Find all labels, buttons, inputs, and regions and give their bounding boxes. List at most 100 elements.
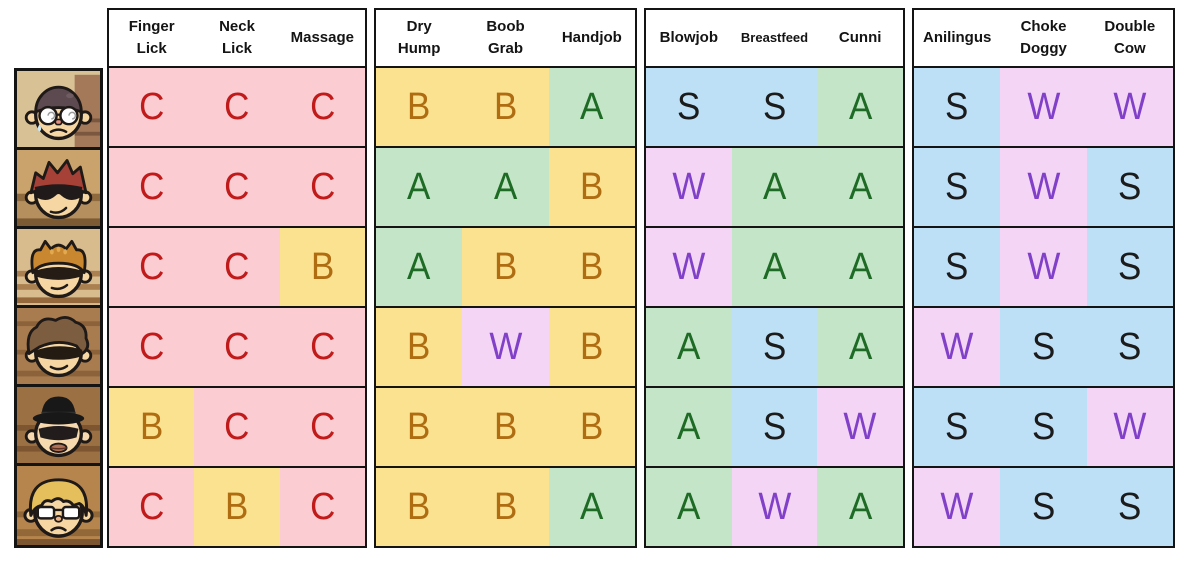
grade-value: B [580, 246, 604, 288]
grade-value: A [580, 86, 604, 128]
grade-cell: C [279, 308, 365, 386]
grade-value: C [309, 166, 335, 208]
grade-value: W [1026, 86, 1060, 128]
grade-value: A [407, 166, 431, 208]
grade-cell: B [462, 468, 549, 546]
grade-cell: W [731, 468, 818, 546]
grade-value: C [309, 406, 335, 448]
grade-value: C [139, 486, 165, 528]
grade-cell: B [376, 308, 463, 386]
grade-cell: C [109, 468, 195, 546]
grade-cell: C [109, 68, 195, 146]
grade-value: S [1118, 486, 1142, 528]
grade-cell: W [1086, 68, 1173, 146]
grade-cell: C [109, 228, 195, 306]
grade-cell: W [1000, 148, 1087, 226]
group-header-row: Finger Lick Neck Lick Massage [109, 10, 365, 68]
grade-value: B [493, 406, 518, 448]
grade-value: C [139, 86, 165, 128]
grade-group-1: Finger Lick Neck Lick Massage C C C C C C C C B C C C B C C… [107, 8, 367, 548]
column-header-label: Cow [1113, 40, 1146, 57]
grade-cell: W [1000, 68, 1087, 146]
grade-value: W [1026, 166, 1060, 208]
grade-value: W [1113, 86, 1147, 128]
grade-value: A [493, 166, 518, 208]
grade-cell: A [548, 68, 635, 146]
column-header-label: Breastfeed [740, 29, 809, 45]
grade-value: W [1026, 246, 1060, 288]
grade-cell: C [279, 388, 365, 466]
grade-cell: C [279, 468, 365, 546]
grade-cell: S [1086, 308, 1173, 386]
grade-value: C [309, 326, 335, 368]
column-header-label: Cunni [838, 29, 882, 47]
grade-cell: S [914, 148, 1001, 226]
grade-cell: C [194, 68, 280, 146]
grade-group-4: Anilingus Choke Doggy Double Cow S W W S W S S W S W S S… [912, 8, 1175, 548]
grade-cell: B [548, 228, 635, 306]
grade-value: B [139, 406, 164, 448]
grade-value: A [848, 326, 872, 368]
grade-cell: A [548, 468, 635, 546]
grade-cell: B [548, 148, 635, 226]
grade-cell: W [646, 228, 732, 306]
grade-cell: C [194, 228, 280, 306]
grade-cell: A [646, 308, 732, 386]
grade-group-2: Dry Hump Boob Grab Handjob B B A A A B A B B B W B B B B B B A [374, 8, 637, 548]
column-header-label: Neck [219, 18, 255, 36]
avatar-boy-glasses-sweat [17, 71, 100, 150]
grade-cell: B [376, 468, 463, 546]
grade-value: A [848, 86, 872, 128]
grade-cell: B [548, 388, 635, 466]
grade-cell: C [279, 68, 365, 146]
grade-value: B [580, 166, 604, 208]
grade-value: A [407, 246, 431, 288]
grade-cell: S [1086, 468, 1173, 546]
grade-cell: A [646, 468, 732, 546]
grade-cell: S [731, 308, 818, 386]
grade-value: A [677, 486, 701, 528]
grade-cell: A [731, 228, 818, 306]
grade-value: S [945, 246, 969, 288]
grade-value: A [762, 166, 787, 208]
grade-value: A [848, 486, 872, 528]
avatar-boy-blonde-glasses [17, 466, 100, 545]
column-header: Dry Hump [376, 10, 462, 66]
grade-value: C [224, 166, 250, 208]
grade-value: S [1031, 326, 1056, 368]
grade-cell: S [1086, 148, 1173, 226]
grade-value: S [1118, 246, 1142, 288]
grade-value: W [488, 326, 522, 368]
grade-cell: C [109, 308, 195, 386]
grade-value: C [139, 326, 165, 368]
grade-cell: A [817, 68, 904, 146]
column-header: Boob Grab [462, 10, 548, 66]
grade-value: S [677, 86, 701, 128]
grade-value: S [762, 86, 787, 128]
grade-cell: W [646, 148, 732, 226]
grade-value: A [848, 166, 872, 208]
grade-value: C [224, 406, 250, 448]
grade-group-3: Blowjob Breastfeed Cunni S S A W A A W A A A S A A S W A W A [644, 8, 905, 548]
column-header-label: Blowjob [659, 29, 718, 47]
grade-value: A [677, 406, 701, 448]
grade-value: B [407, 486, 431, 528]
grade-cell: C [279, 148, 365, 226]
grade-value: B [407, 406, 431, 448]
grade-cell: W [914, 308, 1001, 386]
grade-cell: B [462, 228, 549, 306]
grade-cell: S [914, 388, 1001, 466]
